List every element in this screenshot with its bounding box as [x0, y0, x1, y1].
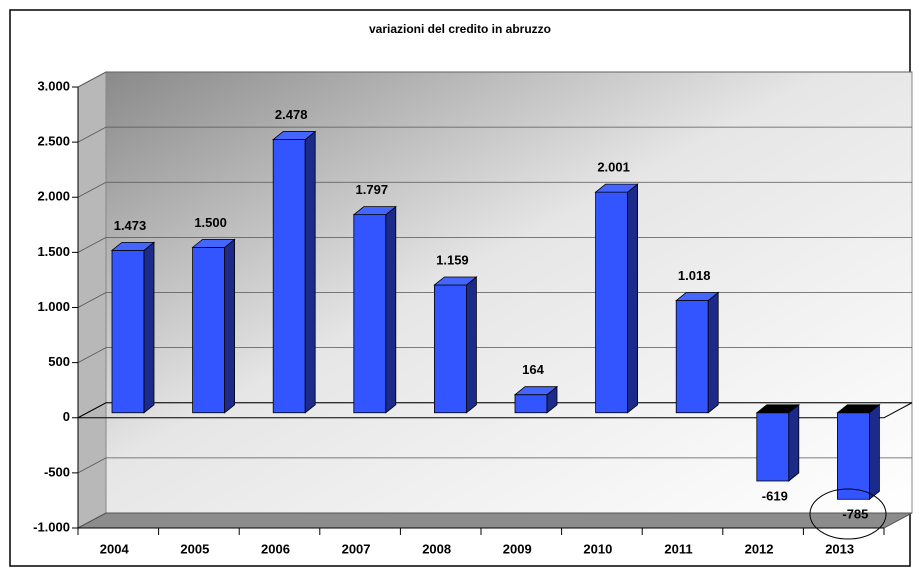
y-tick-label: 0: [63, 409, 70, 424]
bar-top: [755, 404, 800, 414]
bar: [514, 394, 548, 414]
bar: [111, 249, 145, 414]
x-tick-label: 2010: [583, 541, 612, 556]
bar-top: [272, 131, 317, 140]
bar-side: [707, 291, 719, 414]
x-tick-label: 2007: [342, 541, 371, 556]
bar-top: [433, 276, 478, 286]
grid-line: [77, 236, 912, 253]
x-tick-label: 2013: [825, 541, 854, 556]
y-tick-label: 1.500: [37, 244, 70, 259]
grid-line: [77, 512, 912, 529]
data-label: -785: [842, 507, 868, 522]
x-tick-label: 2008: [422, 541, 451, 556]
bar-side: [788, 403, 800, 482]
grid-line: [77, 181, 912, 198]
bar-top: [191, 238, 236, 248]
data-label: 2.478: [275, 107, 308, 122]
bar: [272, 139, 306, 414]
bar-side: [385, 205, 397, 414]
data-label: -619: [762, 488, 788, 503]
x-tick-label: 2004: [100, 541, 130, 556]
bar-side: [304, 130, 316, 414]
bar: [433, 284, 467, 414]
bar-top: [836, 404, 881, 414]
data-label: 164: [522, 362, 544, 377]
y-tick-label: -1.000: [33, 519, 70, 534]
y-tick-label: 1.000: [37, 299, 70, 314]
grid-line: [77, 71, 912, 88]
data-label: 1.797: [356, 182, 389, 197]
bar-top: [513, 386, 559, 396]
x-tick-label: 2011: [664, 541, 692, 556]
x-tick-label: 2009: [503, 541, 532, 556]
bar-side: [465, 276, 477, 414]
y-tick-label: 2.500: [37, 134, 70, 149]
grid-line: [77, 457, 912, 474]
bar: [675, 300, 709, 414]
zero-plane: [77, 402, 913, 419]
y-tick-label: 500: [48, 354, 70, 369]
grid-line: [77, 292, 912, 308]
y-tick-label: -500: [44, 464, 70, 479]
data-label: 1.159: [436, 252, 469, 267]
bar-top: [352, 206, 397, 216]
grid-line: [77, 126, 912, 143]
bar-side: [627, 183, 638, 414]
x-tick-label: 2012: [745, 541, 774, 556]
data-label: 2.001: [597, 160, 630, 175]
bar: [353, 214, 387, 414]
data-label: 1.500: [194, 215, 227, 230]
chart-title: variazioni del credito in abruzzo: [369, 22, 551, 36]
y-tick-label: 3.000: [37, 78, 70, 93]
highlight-ellipse: [809, 488, 887, 540]
bar: [192, 246, 226, 414]
x-tick-label: 2006: [261, 541, 290, 556]
data-label: 1.018: [678, 268, 711, 283]
bar-top: [675, 292, 720, 301]
floor: [77, 512, 913, 529]
bar-top: [594, 183, 639, 193]
bar-side: [224, 238, 236, 414]
data-label: 1.473: [114, 218, 147, 233]
bar: [837, 412, 870, 500]
grid-line: [77, 347, 912, 363]
bar-top: [110, 241, 156, 251]
bar: [595, 191, 628, 414]
bar-side: [143, 241, 155, 414]
bar-side: [869, 403, 880, 501]
x-tick-label: 2005: [180, 541, 209, 556]
y-tick-label: 2.000: [37, 189, 70, 204]
bar: [756, 412, 790, 482]
